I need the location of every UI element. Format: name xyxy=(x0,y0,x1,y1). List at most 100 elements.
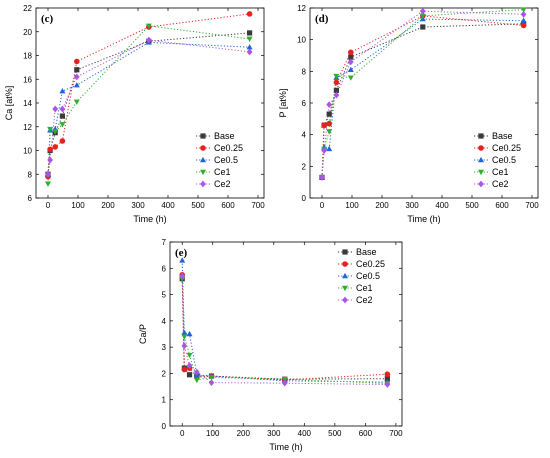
legend-label: Ce2 xyxy=(492,179,509,189)
x-tick-label: 600 xyxy=(359,429,373,438)
y-tick-label: 0 xyxy=(162,422,167,431)
plot-frame xyxy=(169,241,403,427)
legend-label: Base xyxy=(492,131,513,141)
y-axis-label: Ca [at%] xyxy=(4,86,14,121)
legend-marker xyxy=(478,156,484,163)
data-point-ce2 xyxy=(179,272,186,280)
y-tick-label: 8 xyxy=(28,170,33,179)
y-tick-label: 6 xyxy=(162,264,167,273)
x-tick-label: 500 xyxy=(328,429,342,438)
x-tick-label: 700 xyxy=(251,201,265,210)
y-tick-label: 1 xyxy=(162,396,167,405)
x-tick-label: 600 xyxy=(495,201,509,210)
series-line-base xyxy=(47,32,250,175)
legend-marker xyxy=(200,145,206,151)
x-axis-label: Time (h) xyxy=(407,214,440,224)
data-point-ce2 xyxy=(333,91,340,99)
series-line-ce0-5 xyxy=(321,18,524,178)
data-point-base xyxy=(74,67,80,73)
data-point-ce2 xyxy=(194,368,200,376)
legend-marker xyxy=(200,169,206,176)
data-point-base xyxy=(420,24,426,30)
data-point-ce2 xyxy=(319,174,325,181)
legend-marker xyxy=(478,169,484,176)
x-tick-label: 300 xyxy=(405,201,419,210)
legend-label: Ce1 xyxy=(214,167,231,177)
data-point-ce2 xyxy=(347,58,354,66)
data-point-ce1 xyxy=(73,99,80,105)
data-point-ce1 xyxy=(333,73,340,80)
y-tick-label: 10 xyxy=(23,147,32,156)
legend-marker xyxy=(342,249,348,255)
data-point-ce1 xyxy=(145,23,152,29)
legend-label: Ce2 xyxy=(356,295,373,305)
legend-label: Ce0.25 xyxy=(214,143,243,153)
legend-label: Ce0.25 xyxy=(492,143,521,153)
y-tick-label: 8 xyxy=(302,67,307,76)
data-point-ce0-5 xyxy=(246,44,253,50)
data-point-ce1 xyxy=(281,377,288,383)
y-tick-label: 2 xyxy=(302,162,307,171)
data-point-ce0-5 xyxy=(73,82,80,88)
data-point-ce2 xyxy=(419,7,426,15)
legend-label: Ce0.5 xyxy=(492,155,516,165)
data-point-ce0-5 xyxy=(181,329,188,335)
legend-marker xyxy=(478,180,484,188)
legend: Base Ce0.25 Ce0.5 Ce1 Ce2 xyxy=(196,131,243,189)
data-point-ce1 xyxy=(193,377,200,384)
x-tick-label: 200 xyxy=(237,429,251,438)
data-point-ce0-25 xyxy=(74,58,80,65)
data-point-ce0-25 xyxy=(47,146,53,153)
data-point-ce0-5 xyxy=(326,145,333,152)
y-tick-label: 12 xyxy=(23,123,32,132)
panel-label: (d) xyxy=(315,13,329,25)
data-point-ce2 xyxy=(520,10,527,18)
y-axis-label: P [at%] xyxy=(278,89,288,118)
data-point-ce2 xyxy=(384,381,391,388)
data-point-ce0-25 xyxy=(384,371,391,378)
y-tick-label: 0 xyxy=(302,194,307,203)
data-point-base xyxy=(384,376,390,382)
data-point-ce0-25 xyxy=(321,122,327,128)
data-point-ce1 xyxy=(47,126,54,133)
y-tick-label: 12 xyxy=(297,4,306,13)
data-point-ce2 xyxy=(181,342,188,350)
data-point-base xyxy=(186,372,193,378)
y-tick-label: 16 xyxy=(23,75,32,84)
y-axis-label: Ca/P xyxy=(138,324,148,344)
data-point-ce2 xyxy=(321,147,327,154)
data-point-base xyxy=(326,111,332,117)
data-point-ce0-5 xyxy=(179,257,186,263)
data-point-ce2 xyxy=(186,362,193,369)
x-axis-label: Time (h) xyxy=(133,214,166,224)
panel-d-p-chart: 0 100 200 300 400 500 600 700 0 2 4 6 8 10 12 Time (h) P… xyxy=(278,4,539,224)
data-point-ce1 xyxy=(45,181,51,187)
legend: Base Ce0.25 Ce0.5 Ce1 Ce2 xyxy=(338,247,385,305)
data-point-ce0-5 xyxy=(347,66,354,72)
x-tick-label: 400 xyxy=(298,429,312,438)
data-point-ce0-25 xyxy=(59,138,66,144)
data-point-ce0-25 xyxy=(348,49,354,56)
data-point-ce1 xyxy=(52,129,59,135)
data-point-base xyxy=(348,54,354,60)
x-tick-label: 600 xyxy=(221,201,235,210)
data-point-ce1 xyxy=(186,352,193,359)
data-point-ce0-25 xyxy=(520,22,527,29)
data-point-ce0-25 xyxy=(333,79,340,86)
x-tick-label: 500 xyxy=(465,201,479,210)
data-point-ce0-25 xyxy=(181,366,188,373)
x-axis-label: Time (h) xyxy=(269,442,302,452)
legend-label: Ce2 xyxy=(214,179,231,189)
x-tick-label: 300 xyxy=(131,201,145,210)
y-tick-label: 3 xyxy=(162,343,167,352)
legend-marker xyxy=(342,285,348,292)
data-point-ce1 xyxy=(59,122,66,128)
legend-label: Base xyxy=(214,131,235,141)
legend-marker xyxy=(478,145,484,151)
data-point-ce2 xyxy=(281,379,288,387)
data-point-ce2 xyxy=(326,101,333,108)
panel-e-ca-p-chart: 0 100 200 300 400 500 600 700 0 1 2 3 4 5 6 7 Time (h) Ca… xyxy=(138,238,403,452)
data-point-ce0-25 xyxy=(52,144,58,150)
x-tick-label: 100 xyxy=(345,201,359,210)
data-point-ce1 xyxy=(181,334,188,340)
